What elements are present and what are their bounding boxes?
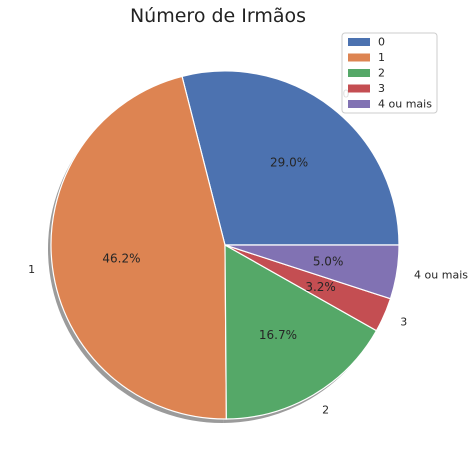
slice-0 [181,70,400,246]
legend-label-2: 2 [378,67,385,80]
legend-label-3: 3 [378,82,385,95]
legend-swatch-0 [348,38,370,46]
legend-label-1: 1 [378,51,385,64]
slice-4-ou-mais [224,244,400,300]
legend-swatch-1 [348,53,370,62]
pct-label-1: 46.2% [102,251,140,265]
pct-label-2: 16.7% [259,328,297,342]
pie-slices [50,70,400,420]
legend-frame [341,32,438,114]
slice-label-1: 1 [28,263,35,276]
legend-swatch-2 [348,69,370,77]
pct-label-0: 29.0% [270,156,308,170]
slice-label-3: 3 [400,316,407,329]
slice-label-2: 2 [322,403,329,416]
legend-swatch-3 [348,84,370,93]
legend-label-0: 0 [378,36,385,49]
legend-swatch-4-ou-mais [348,100,370,108]
chart-title: Número de Irmãos [130,5,306,27]
slice-1 [50,75,227,420]
pct-label-4-ou-mais: 5.0% [313,254,344,268]
legend-label-4-ou-mais: 4 ou mais [378,98,432,111]
legend: 0 1 2 3 4 ou mais [341,32,438,114]
pct-label-3: 3.2% [305,280,336,294]
slice-2 [224,243,378,420]
slice-label-4-ou-mais: 4 ou mais [414,268,468,281]
